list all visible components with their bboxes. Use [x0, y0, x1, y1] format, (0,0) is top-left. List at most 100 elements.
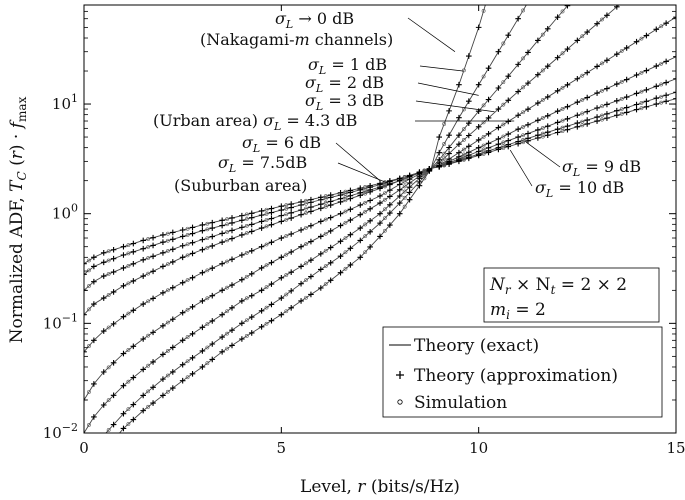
approx-marker — [367, 182, 373, 189]
simulation-marker — [343, 191, 348, 196]
approx-marker — [229, 220, 235, 226]
approx-marker — [574, 123, 581, 130]
approx-marker — [160, 392, 166, 399]
simulation-marker — [106, 398, 111, 403]
approx-marker — [347, 231, 354, 238]
approx-marker — [308, 196, 314, 203]
approx-marker — [91, 254, 97, 261]
approx-marker — [367, 206, 373, 212]
approx-marker — [288, 305, 294, 311]
approx-marker — [140, 366, 146, 373]
approx-marker — [475, 137, 482, 143]
y-tick-label: 10−1 — [43, 311, 78, 332]
approx-marker — [298, 243, 304, 250]
approx-marker — [663, 58, 669, 65]
approx-marker — [446, 144, 452, 151]
approx-marker — [406, 189, 413, 196]
approx-marker — [475, 152, 482, 159]
y-tick-label: 10−2 — [43, 421, 78, 442]
approx-marker — [318, 233, 324, 240]
approx-marker — [604, 115, 610, 121]
simulation-marker — [225, 331, 229, 336]
approx-marker — [574, 112, 581, 119]
approx-marker — [84, 349, 87, 355]
approx-marker — [653, 101, 660, 107]
simulation-marker — [580, 111, 585, 116]
approx-marker — [377, 233, 383, 240]
simulation-marker — [521, 8, 525, 13]
approx-marker — [475, 24, 482, 31]
simulation-marker — [343, 236, 348, 240]
approx-marker — [633, 72, 640, 78]
simulation-marker — [521, 125, 525, 129]
annotation-nakagami: (Nakagami-m channels) — [200, 30, 393, 49]
approx-marker — [298, 207, 304, 213]
simulation-marker — [343, 209, 348, 214]
approx-marker — [466, 53, 472, 59]
approx-marker — [495, 136, 502, 142]
approx-marker — [229, 305, 235, 311]
approx-marker — [84, 271, 87, 278]
approx-marker — [170, 236, 176, 243]
simulation-marker — [501, 140, 506, 145]
simulation-marker — [363, 222, 368, 227]
approx-marker — [84, 311, 87, 318]
approx-marker — [100, 402, 107, 408]
simulation-marker — [442, 122, 447, 126]
approx-marker — [120, 410, 127, 417]
simulation-marker — [205, 361, 210, 366]
approx-marker — [436, 164, 442, 170]
simulation-marker — [225, 230, 229, 234]
approx-marker — [554, 129, 561, 136]
approx-marker — [268, 301, 275, 308]
approx-marker — [367, 197, 373, 204]
approx-marker — [170, 284, 176, 291]
simulation-marker — [244, 223, 249, 228]
approx-marker — [100, 369, 107, 375]
simulation-marker — [87, 307, 91, 312]
simulation-marker — [205, 236, 210, 240]
approx-marker — [426, 166, 433, 172]
simulation-marker — [205, 245, 210, 250]
simulation-marker — [363, 200, 368, 205]
approx-marker — [110, 246, 117, 253]
simulation-marker — [560, 129, 565, 133]
approx-marker — [199, 269, 206, 276]
simulation-marker — [205, 345, 210, 350]
simulation-marker — [225, 222, 229, 227]
simulation-marker — [659, 100, 664, 105]
approx-marker — [219, 217, 225, 224]
approx-marker — [170, 369, 176, 375]
approx-marker — [515, 88, 521, 95]
approx-marker — [643, 32, 650, 39]
approx-marker — [623, 45, 630, 51]
simulation-marker — [560, 85, 565, 90]
approx-marker — [327, 192, 334, 198]
annotation-sigma-9: σL = 9 dB — [562, 157, 641, 179]
simulation-marker — [501, 134, 506, 139]
approx-marker — [456, 81, 462, 88]
approx-marker — [663, 98, 669, 105]
simulation-marker — [422, 176, 427, 181]
approx-marker — [150, 359, 156, 365]
approx-marker — [663, 92, 669, 99]
approx-marker — [179, 337, 186, 344]
approx-marker — [544, 63, 551, 69]
simulation-marker — [619, 97, 624, 101]
approx-marker — [318, 194, 324, 201]
approx-marker — [209, 341, 216, 347]
approx-marker — [653, 26, 660, 33]
approx-marker — [525, 106, 531, 112]
approx-marker — [456, 114, 462, 121]
approx-marker — [229, 235, 235, 242]
annotation-sigma-4-3: (Urban area) σL = 4.3 dB — [153, 111, 357, 133]
approx-marker — [663, 79, 669, 86]
approx-marker — [604, 85, 610, 92]
simulation-marker — [165, 349, 170, 353]
approx-marker — [140, 256, 146, 263]
simulation-marker — [343, 189, 348, 194]
annotation-sigma-10: σL = 10 dB — [535, 178, 624, 200]
approx-marker — [100, 328, 107, 334]
approx-marker — [396, 210, 403, 217]
approx-marker — [396, 187, 403, 193]
